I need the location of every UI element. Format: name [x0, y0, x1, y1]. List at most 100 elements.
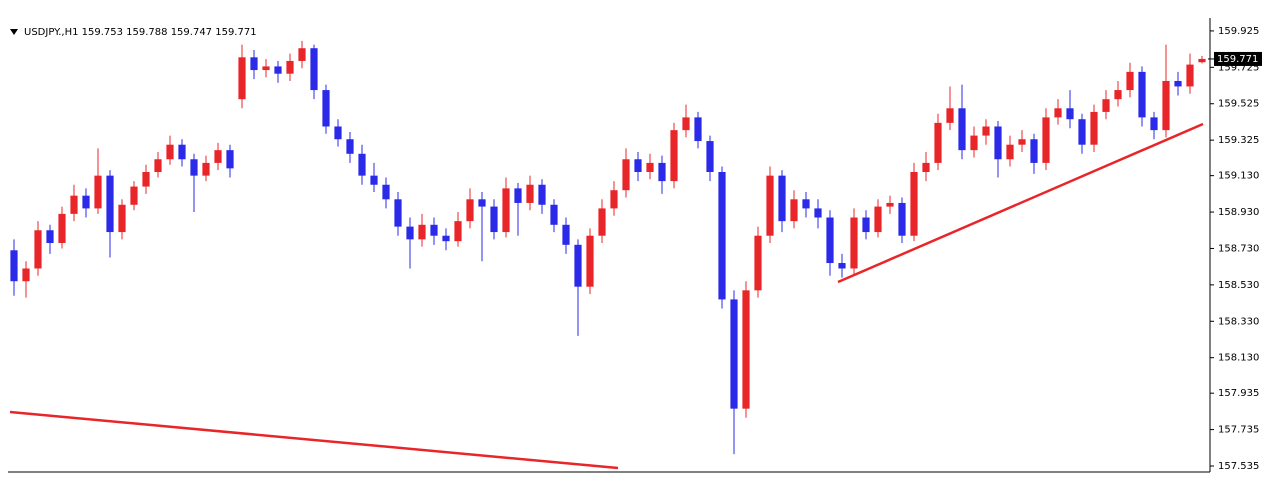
- candle-body: [1102, 99, 1110, 112]
- candle-body: [394, 199, 402, 227]
- candle-body: [262, 66, 270, 71]
- candle-body: [670, 130, 678, 182]
- candle-body: [790, 199, 798, 222]
- y-tick-label: 159.130: [1218, 171, 1259, 182]
- candle-body: [718, 172, 726, 300]
- candle-body: [1078, 119, 1086, 145]
- candle-body: [454, 221, 462, 242]
- candle-body: [766, 175, 774, 236]
- candle-body: [202, 162, 210, 176]
- candle-body: [442, 235, 450, 242]
- y-tick-label: 158.130: [1218, 353, 1259, 364]
- candle-body: [166, 144, 174, 160]
- candle-body: [946, 108, 954, 123]
- candle-body: [214, 150, 222, 163]
- candle-body: [1066, 108, 1074, 120]
- candle-body: [1090, 111, 1098, 145]
- candle-body: [934, 122, 942, 163]
- candle-body: [862, 217, 870, 233]
- candle-body: [1054, 108, 1062, 118]
- candle-body: [646, 162, 654, 173]
- y-tick-label: 159.325: [1218, 135, 1259, 146]
- candle-body: [886, 202, 894, 207]
- candle-body: [1030, 139, 1038, 163]
- candle-body: [850, 217, 858, 269]
- y-tick-label: 159.525: [1218, 99, 1259, 110]
- candle-body: [358, 153, 366, 176]
- candle-body: [898, 202, 906, 236]
- y-tick-label: 158.330: [1218, 316, 1259, 327]
- candle-body: [778, 175, 786, 222]
- candle-body: [1162, 80, 1170, 131]
- symbol-arrow: [10, 29, 18, 35]
- candle-body: [142, 172, 150, 187]
- candle-body: [406, 226, 414, 240]
- candle-body: [874, 206, 882, 233]
- candle-body: [190, 159, 198, 176]
- candle-body: [1006, 144, 1014, 160]
- candle-body: [346, 139, 354, 154]
- candle-body: [706, 141, 714, 173]
- candle-body: [982, 126, 990, 136]
- candle-body: [274, 66, 282, 74]
- candle-body: [826, 217, 834, 264]
- candle-body: [22, 268, 30, 282]
- trendline: [837, 122, 1204, 284]
- candle-body: [814, 208, 822, 218]
- candle-body: [154, 159, 162, 173]
- candle-body: [1018, 139, 1026, 145]
- candle-body: [466, 199, 474, 222]
- candle-body: [46, 230, 54, 243]
- candle-body: [1150, 117, 1158, 131]
- candle-body: [490, 206, 498, 233]
- candle-body: [10, 250, 18, 282]
- candle-body: [298, 48, 306, 61]
- candle-body: [994, 126, 1002, 160]
- candle-body: [322, 90, 330, 127]
- candle-body: [334, 126, 342, 140]
- candle-body: [70, 195, 78, 214]
- candle-body: [1114, 90, 1122, 100]
- candle-body: [178, 144, 186, 160]
- candle-body: [574, 244, 582, 287]
- candle-body: [418, 224, 426, 240]
- y-tick-label: 159.725: [1218, 62, 1259, 73]
- candle-body: [562, 224, 570, 245]
- candle-body: [1174, 80, 1182, 87]
- candle-body: [694, 117, 702, 142]
- candle-body: [430, 224, 438, 236]
- candle-body: [1126, 71, 1134, 91]
- candle-body: [286, 60, 294, 74]
- candle-body: [514, 188, 522, 203]
- candle-body: [502, 188, 510, 233]
- candle-body: [82, 195, 90, 209]
- candle-body: [622, 159, 630, 191]
- current-price-label: 159.771: [1217, 54, 1258, 65]
- candle-body: [1138, 71, 1146, 118]
- candle-body: [130, 186, 138, 205]
- candle-body: [1198, 58, 1206, 63]
- candle-body: [1042, 117, 1050, 163]
- candle-body: [682, 117, 690, 131]
- y-tick-label: 158.930: [1218, 207, 1259, 218]
- candle-body: [958, 108, 966, 151]
- y-tick-label: 158.730: [1218, 243, 1259, 254]
- candle-body: [1186, 64, 1194, 87]
- candle-body: [34, 230, 42, 269]
- symbol-header: USDJPY.,H1 159.753 159.788 159.747 159.7…: [24, 27, 257, 38]
- candle-body: [538, 184, 546, 205]
- candle-body: [838, 263, 846, 269]
- y-tick-label: 157.735: [1218, 425, 1259, 436]
- candle-body: [634, 159, 642, 173]
- candle-body: [754, 235, 762, 291]
- candle-body: [550, 204, 558, 225]
- candle-body: [106, 175, 114, 233]
- y-tick-label: 157.535: [1218, 461, 1259, 472]
- candle-body: [610, 190, 618, 209]
- trendline: [9, 410, 619, 470]
- y-tick-label: 158.530: [1218, 280, 1259, 291]
- candle-body: [370, 175, 378, 185]
- candle-body: [586, 235, 594, 287]
